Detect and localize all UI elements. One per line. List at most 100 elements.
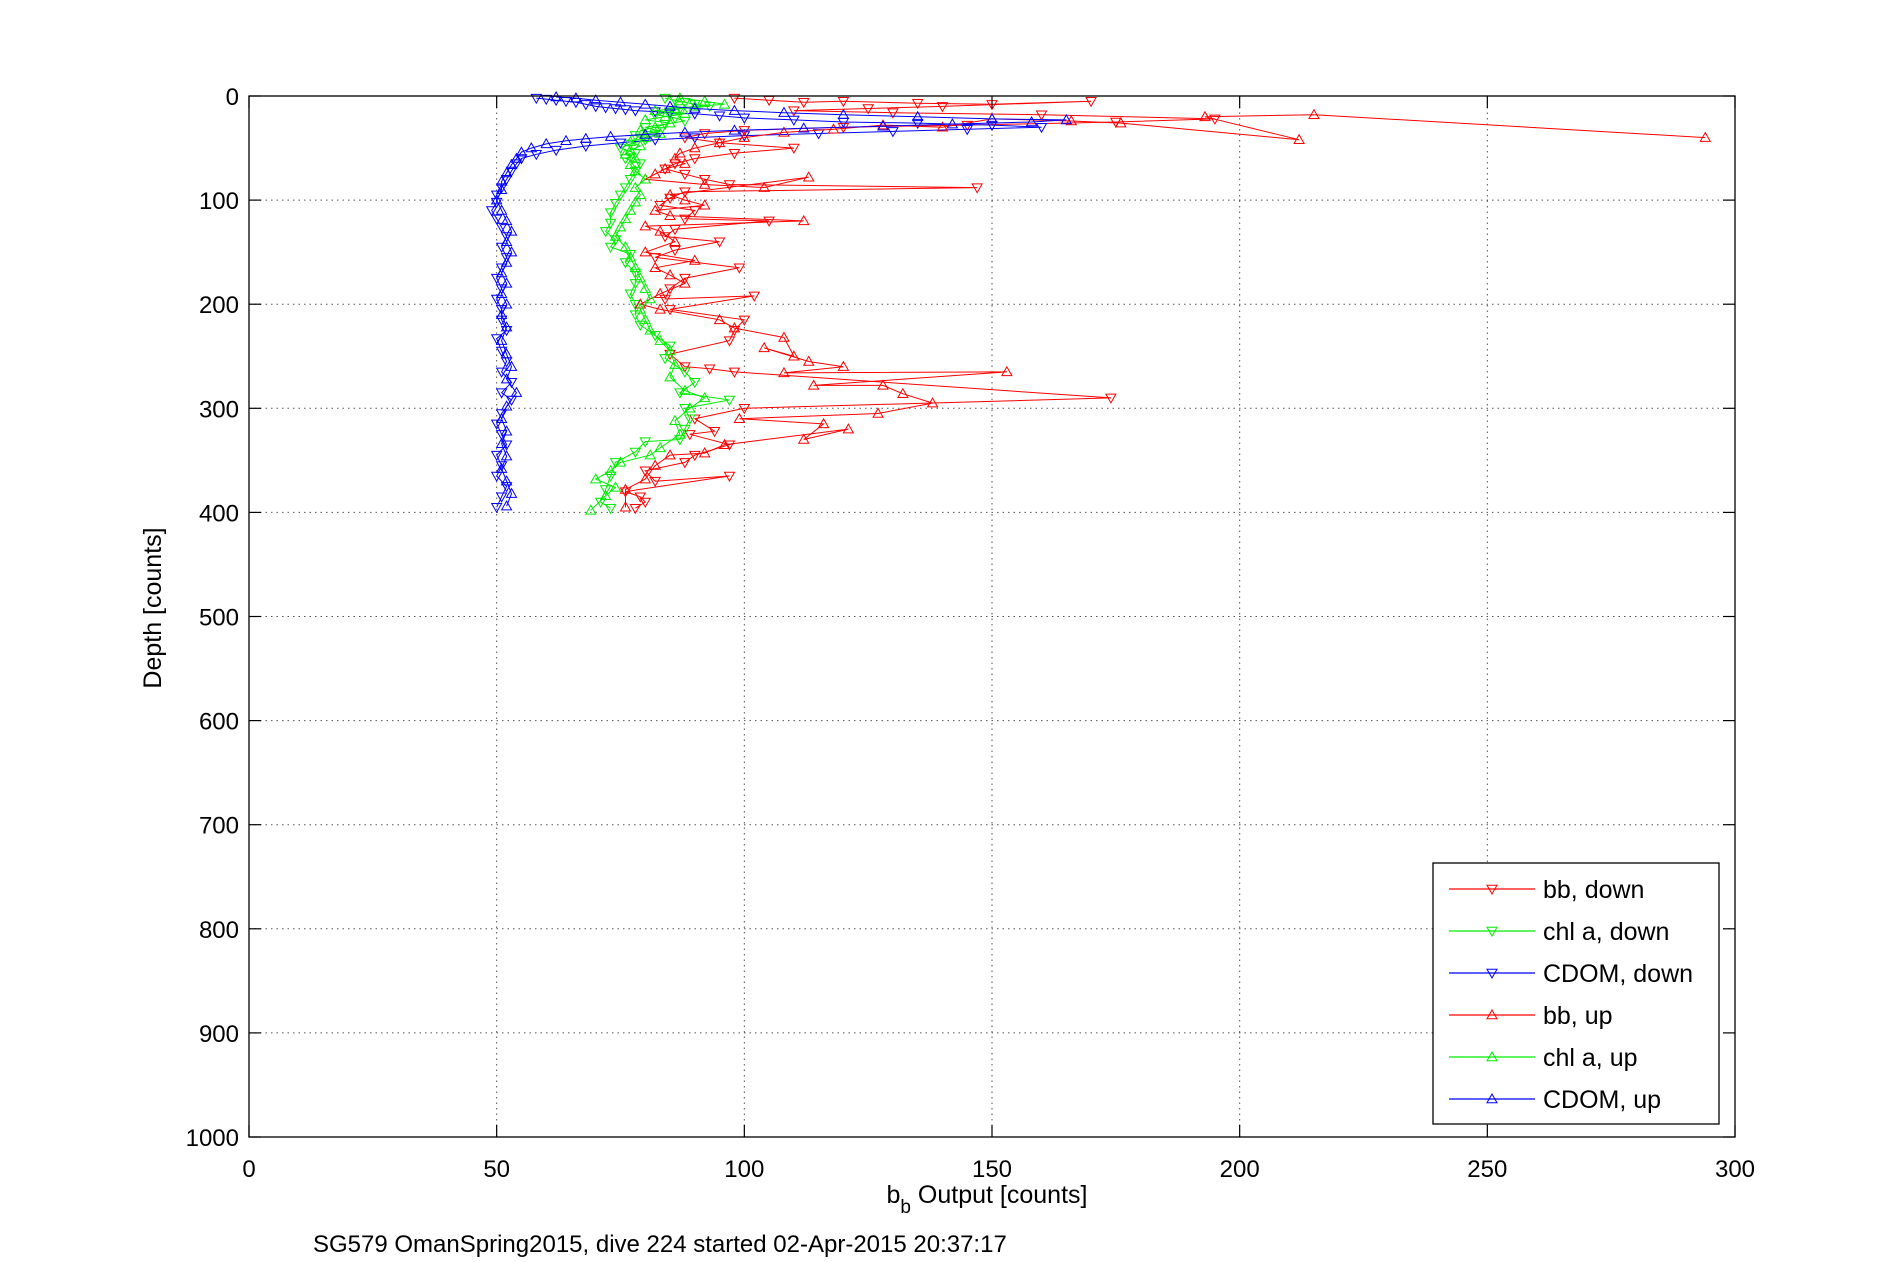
data-point	[639, 246, 652, 257]
series-line-chl-a-up	[590, 97, 725, 511]
x-tick-label: 300	[1715, 1156, 1755, 1183]
data-point	[629, 131, 642, 142]
data-point	[1199, 110, 1211, 122]
data-point	[505, 158, 518, 169]
data-point	[579, 100, 592, 111]
data-point	[788, 143, 800, 155]
y-tick-label: 1000	[186, 1125, 239, 1152]
data-point	[639, 313, 652, 325]
data-point	[629, 106, 642, 117]
data-point	[500, 235, 513, 246]
data-point	[624, 139, 637, 150]
data-point	[698, 199, 711, 210]
data-point	[713, 136, 726, 148]
data-point	[629, 164, 642, 176]
data-point	[530, 150, 543, 161]
dive-caption: SG579 OmanSpring2015, dive 224 started 0…	[313, 1231, 1007, 1258]
data-point	[1060, 113, 1073, 125]
data-point	[683, 430, 696, 441]
data-point	[629, 196, 642, 207]
data-point	[495, 461, 508, 472]
data-point	[797, 214, 810, 226]
data-point	[758, 181, 771, 192]
data-point	[698, 95, 711, 106]
data-point	[679, 424, 691, 436]
data-point	[634, 303, 647, 314]
data-point	[708, 426, 721, 438]
legend-marker-cdom-up	[1486, 1092, 1498, 1104]
data-point	[490, 273, 503, 285]
data-point	[788, 115, 800, 126]
data-point	[629, 181, 642, 192]
data-point	[619, 501, 632, 512]
data-point	[842, 423, 855, 434]
y-tick-label: 800	[199, 917, 239, 944]
data-point	[634, 492, 647, 503]
data-point	[599, 489, 612, 500]
data-point	[688, 142, 701, 153]
data-point	[629, 447, 642, 459]
data-point	[659, 162, 671, 174]
x-tick-label: 50	[483, 1156, 510, 1183]
data-point	[778, 106, 790, 117]
data-point	[728, 104, 741, 115]
data-point	[887, 127, 899, 138]
data-point	[679, 458, 691, 469]
legend-marker-chl-a-down	[1486, 926, 1498, 938]
data-point	[679, 384, 691, 395]
data-point	[872, 407, 884, 418]
data-point	[619, 183, 632, 194]
data-point	[698, 129, 711, 140]
data-point	[1000, 365, 1013, 377]
data-point	[654, 287, 666, 299]
data-point	[644, 449, 657, 460]
data-point	[495, 242, 508, 253]
y-tick-label: 100	[199, 188, 239, 215]
legend-marker-bb-up	[1486, 1008, 1498, 1020]
data-point	[1114, 117, 1127, 128]
data-point	[827, 123, 840, 134]
data-point	[837, 96, 850, 108]
data-point	[679, 169, 691, 181]
data-point	[659, 93, 671, 105]
data-point	[614, 221, 627, 232]
data-point	[877, 120, 889, 131]
data-point	[698, 391, 711, 403]
data-point	[609, 104, 622, 115]
data-point	[619, 487, 632, 498]
series-chl-a-up	[584, 92, 731, 515]
data-point	[674, 147, 686, 158]
data-point	[525, 142, 538, 153]
data-point	[971, 183, 984, 194]
data-point	[674, 104, 686, 115]
data-point	[688, 450, 701, 462]
data-point	[629, 261, 642, 273]
data-point	[728, 367, 741, 378]
data-point	[986, 112, 998, 124]
legend-label-cdom-down: CDOM, down	[1543, 960, 1693, 988]
data-point	[664, 117, 676, 128]
data-point	[778, 366, 790, 378]
data-point	[619, 240, 632, 252]
data-point	[688, 154, 701, 165]
data-point	[698, 447, 711, 458]
data-point	[500, 400, 513, 411]
data-point	[1293, 133, 1305, 144]
data-point	[639, 98, 652, 109]
data-point	[664, 345, 676, 356]
x-axis-label-rest: Output [counts]	[911, 1181, 1088, 1209]
data-point	[664, 449, 676, 460]
data-point	[579, 132, 592, 143]
data-point	[649, 331, 662, 342]
data-point	[500, 321, 513, 332]
data-point	[679, 126, 691, 137]
data-point	[629, 310, 642, 321]
data-point	[1105, 393, 1117, 404]
data-point	[679, 157, 691, 168]
data-point	[738, 126, 751, 137]
data-point	[728, 322, 741, 333]
data-point	[837, 360, 850, 371]
data-point	[500, 298, 513, 309]
data-point	[812, 129, 825, 140]
y-tick-label: 900	[199, 1021, 239, 1048]
